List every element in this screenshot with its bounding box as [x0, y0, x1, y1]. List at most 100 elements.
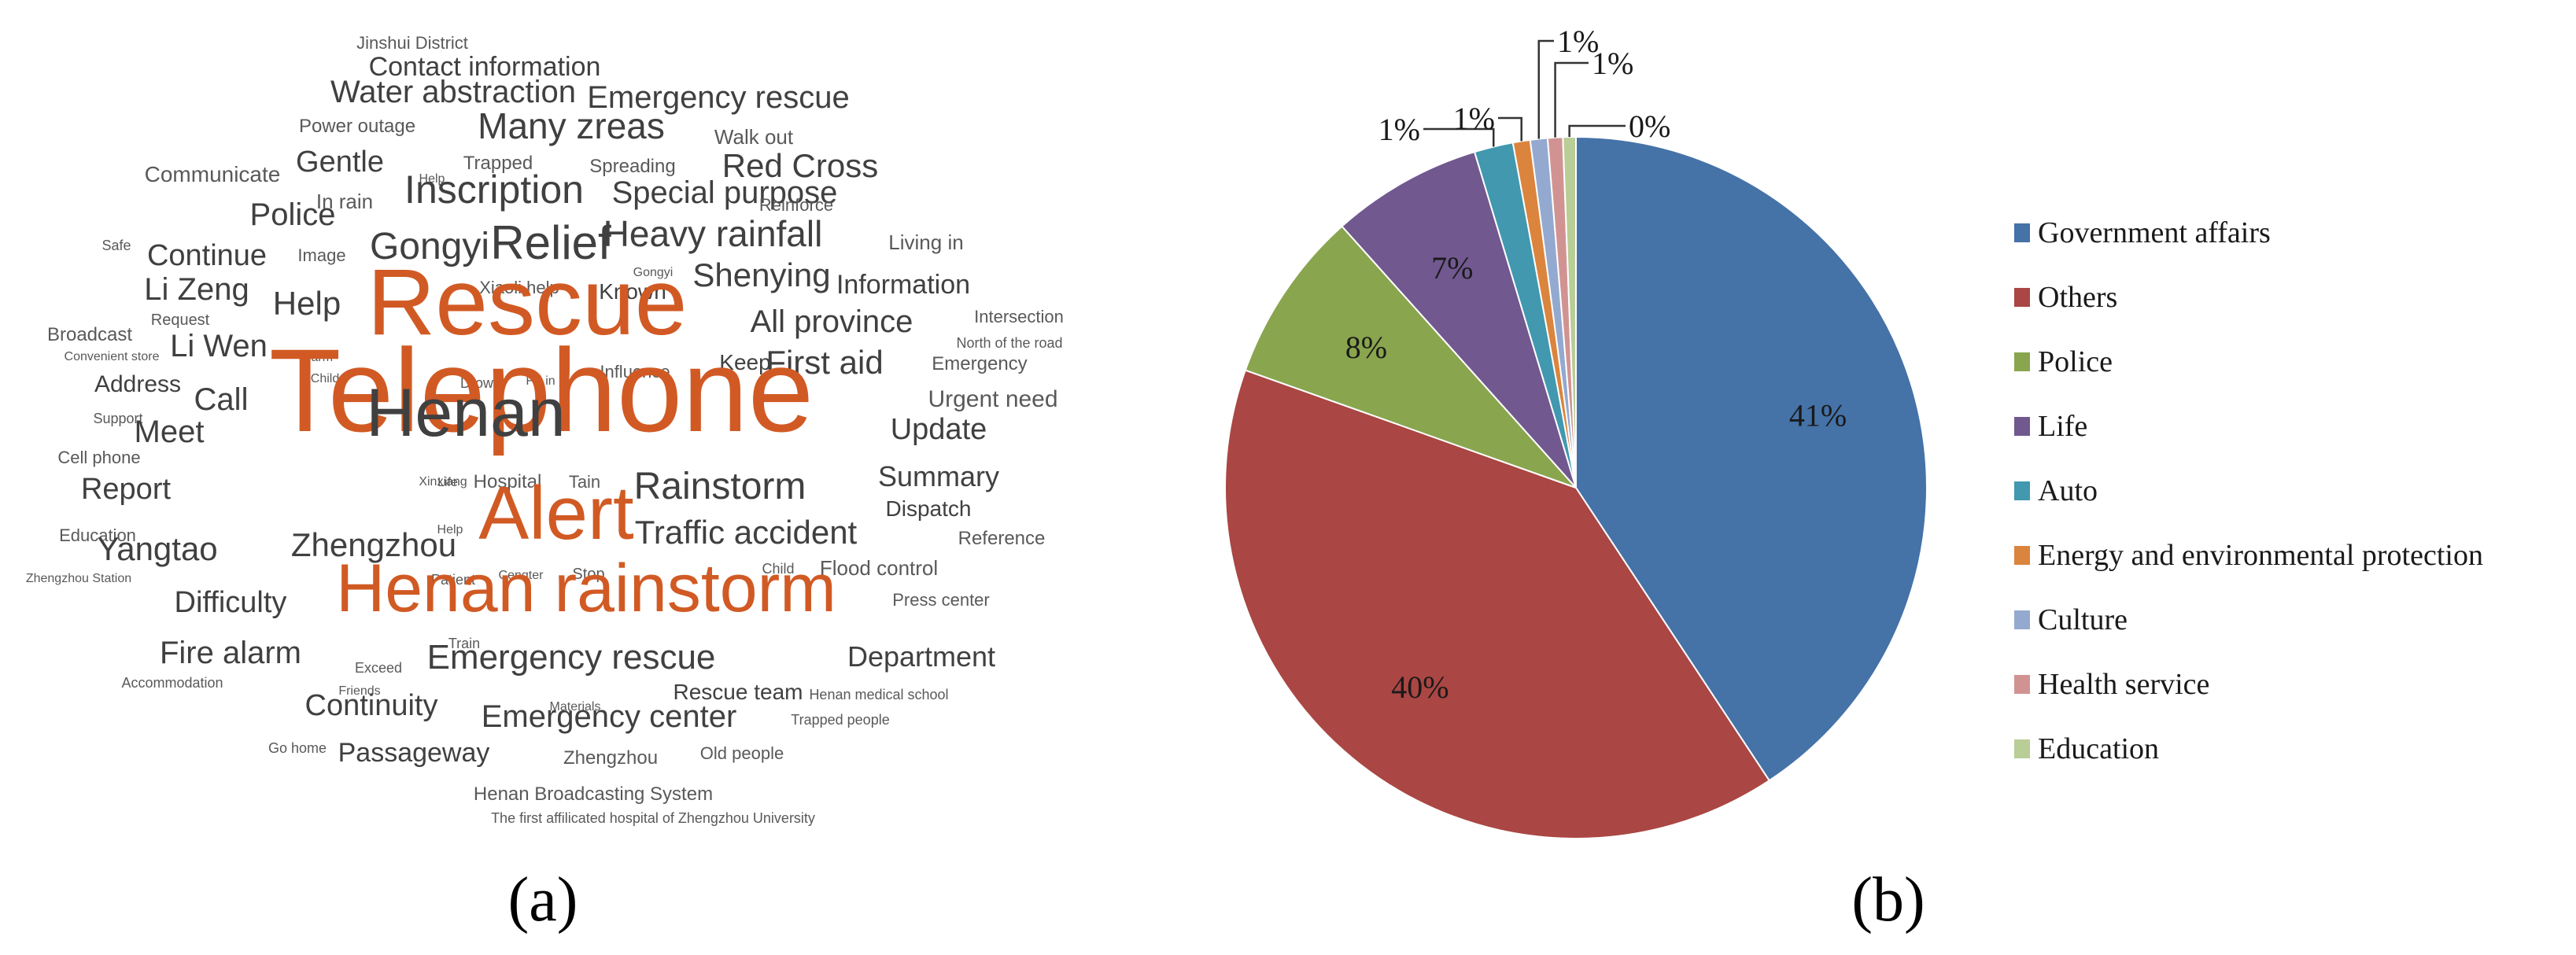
word-cloud-word: Walk out: [714, 125, 794, 149]
word-cloud-word: Flood control: [820, 556, 938, 580]
word-cloud-word: Tain: [569, 472, 600, 492]
pie-callout-line: [1498, 116, 1522, 142]
word-cloud-word: The first affilicated hospital of Zhengz…: [491, 810, 815, 826]
pie-slice-police: [1244, 225, 1577, 489]
word-cloud-word: Gongyi: [370, 226, 489, 267]
word-cloud-word: Power outage: [299, 116, 415, 137]
word-cloud-word: Help: [437, 523, 463, 536]
word-cloud-word: Summary: [878, 460, 999, 492]
pie-slice-education: [1562, 135, 1577, 489]
word-cloud-word: Rescue team: [674, 680, 803, 704]
pie-data-label: 41%: [1789, 398, 1847, 433]
word-cloud-word: Safe: [101, 238, 131, 253]
legend: Government affairs Others Police Life Auto En…: [2014, 216, 2483, 765]
word-cloud-word: Emergency rescue: [587, 80, 849, 115]
legend-label: Others: [2038, 281, 2117, 314]
word-cloud-word: Inscription: [404, 168, 584, 212]
word-cloud-word: Reference: [958, 528, 1046, 549]
word-cloud-word: Fill in: [526, 374, 555, 388]
word-cloud-word: Fire alarm: [160, 636, 301, 670]
pie-data-label: 8%: [1345, 330, 1387, 365]
panel-b-label: (b): [1851, 865, 1925, 935]
pie-slice-energy-and-environmental-protection: [1511, 138, 1577, 489]
word-cloud-word: Relief: [490, 216, 611, 269]
legend-swatch: [2014, 223, 2030, 242]
word-cloud-word: Police: [250, 197, 336, 232]
word-cloud-word: Stop: [572, 566, 604, 583]
pie-slice-others: [1224, 369, 1771, 839]
word-cloud-word: Cell phone: [57, 448, 140, 467]
word-cloud-word: Request: [151, 312, 210, 329]
word-cloud-word: Contact information: [369, 52, 601, 82]
word-cloud-word: Keep: [719, 350, 770, 374]
legend-swatch: [2014, 546, 2030, 565]
word-cloud-word: Gentle: [296, 146, 384, 179]
word-cloud-word: Life: [437, 476, 458, 489]
pie-data-label: 1%: [1378, 112, 1420, 147]
word-cloud-word: Henan Broadcasting System: [474, 784, 713, 805]
word-cloud-word: Telephone: [269, 324, 814, 456]
word-cloud-word: Cengter: [499, 569, 544, 582]
word-cloud-word: Red Cross: [722, 147, 878, 184]
word-cloud-word: Update: [891, 413, 987, 446]
panel-a-label: (a): [508, 865, 578, 935]
word-cloud-word: Child: [311, 372, 339, 385]
word-cloud-word: Continue: [147, 239, 267, 272]
pie-slice-life: [1341, 150, 1577, 489]
pie-callout-line: [1537, 39, 1554, 139]
pie-callout-line: [1568, 124, 1626, 138]
word-cloud-word: Information: [836, 270, 970, 300]
word-cloud-word: Help: [273, 285, 341, 322]
legend-swatch: [2014, 739, 2030, 758]
pie-slice-health-service: [1546, 136, 1577, 489]
pie-slices: [1224, 135, 1928, 839]
pie-data-label: 1%: [1592, 46, 1633, 81]
word-cloud-word: First aid: [766, 344, 883, 381]
word-cloud-word: Passageway: [338, 738, 490, 768]
word-cloud-word: Image: [297, 245, 345, 265]
word-cloud-word: Child: [762, 561, 794, 577]
word-cloud-word: All province: [751, 304, 913, 339]
word-cloud-word: Alert: [478, 471, 633, 555]
word-cloud-word: Train: [448, 636, 480, 651]
pie-slice-government-affairs: [1575, 135, 1928, 782]
word-cloud-word: Department: [847, 640, 995, 673]
word-cloud-word: Exceed: [355, 660, 402, 676]
word-cloud-word: Trapped: [463, 153, 533, 174]
legend-swatch: [2014, 417, 2030, 436]
word-cloud-word: Xiaoli help: [479, 278, 559, 297]
pie-slice-auto: [1473, 142, 1577, 489]
word-cloud-word: Warm: [300, 351, 333, 364]
pie-callout-line: [1423, 127, 1495, 147]
word-cloud-word: Special purpose: [612, 175, 838, 210]
word-cloud-word: Emergency rescue: [427, 638, 716, 677]
word-cloud-word: Water abstraction: [330, 75, 576, 109]
legend-swatch: [2014, 675, 2030, 694]
word-cloud-word: Continuity: [305, 689, 438, 722]
word-cloud-word: Friends: [338, 684, 380, 698]
word-cloud-word: Emergency: [932, 353, 1027, 374]
word-cloud-word: Report: [81, 473, 171, 506]
legend-label: Culture: [2038, 603, 2128, 636]
pie-slice-culture: [1529, 137, 1577, 489]
word-cloud-word: Yangtao: [97, 530, 217, 567]
word-cloud-word: Drown: [460, 375, 501, 391]
word-cloud-word: Many zreas: [478, 105, 665, 146]
word-cloud-word: Intersection: [974, 307, 1064, 326]
legend-label: Government affairs: [2038, 216, 2271, 249]
word-cloud-word: Accommodation: [121, 675, 223, 691]
legend-label: Life: [2038, 410, 2087, 443]
word-cloud-word: Communicate: [145, 162, 281, 186]
legend-swatch: [2014, 610, 2030, 629]
word-cloud-word: Meet: [135, 415, 205, 449]
word-cloud-word: Dispatch: [886, 496, 972, 521]
word-cloud-word: Jinshui District: [356, 33, 468, 53]
legend-label: Auto: [2038, 474, 2098, 507]
word-cloud-word: Reinforce: [759, 195, 833, 215]
word-cloud-word: Living in: [888, 230, 963, 254]
word-cloud-word: Support: [93, 411, 142, 426]
pie-data-label: 40%: [1391, 669, 1449, 705]
legend-label: Health service: [2038, 668, 2209, 701]
